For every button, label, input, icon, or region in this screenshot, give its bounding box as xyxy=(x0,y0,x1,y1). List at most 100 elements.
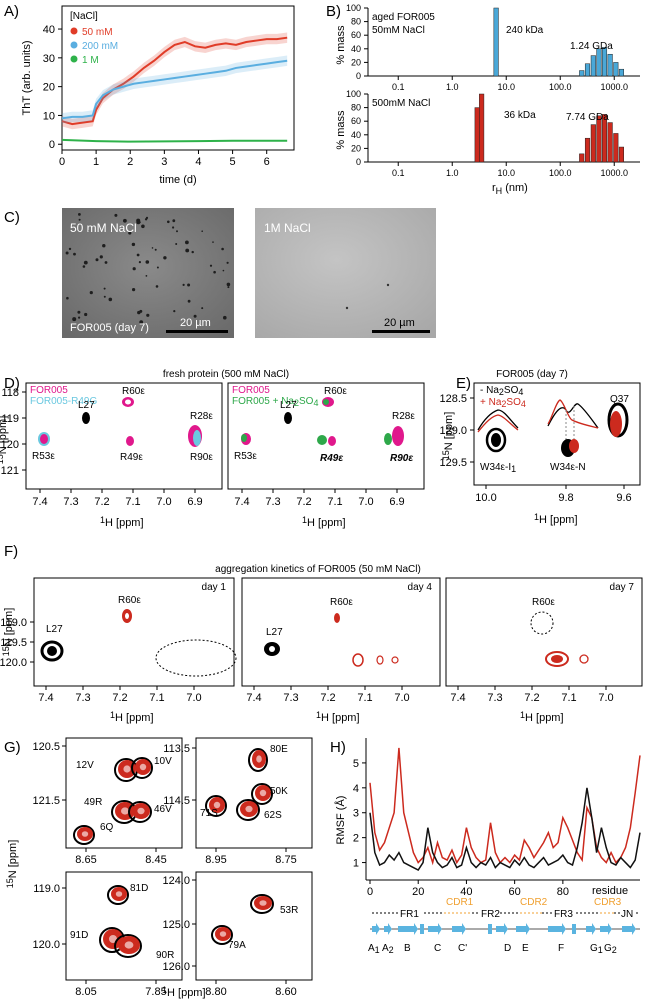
panel-label-e: E) xyxy=(456,375,471,392)
peak-contour-black xyxy=(251,783,273,805)
d-right-label-r60: R60ε xyxy=(324,386,347,397)
d-left-peaks xyxy=(38,397,202,447)
e-legend-plus: + Na2SO4 xyxy=(480,397,526,409)
f-ticks: 119.0 119.5 120.0 7.4 7.3 7.2 7.1 7.0 7.4 7.3 7.2 7… xyxy=(0,617,614,704)
particle xyxy=(95,258,99,262)
peak-contour-black xyxy=(107,885,129,905)
b-xtick-label: 10.0 xyxy=(497,82,515,92)
b-bottom-annot-1: 36 kDa xyxy=(504,110,536,121)
e-ytick-label: 129.5 xyxy=(439,457,467,469)
peak-r53 xyxy=(40,434,48,444)
peak-core xyxy=(124,941,134,949)
b-xtick-label: 10.0 xyxy=(497,168,515,178)
b-top-yticks: 0 20 40 60 80 100 xyxy=(346,3,368,81)
d-xtick-label: 7.3 xyxy=(265,496,280,508)
g3-label-81d: 81D xyxy=(130,883,148,894)
b-bar xyxy=(590,55,596,77)
e-trace-black-1 xyxy=(477,409,519,431)
b-ytick-label: 40 xyxy=(351,130,361,140)
b-bar xyxy=(601,47,608,77)
particle xyxy=(72,317,77,322)
peak-l27-core xyxy=(47,646,57,656)
b-bar xyxy=(613,62,619,77)
particle xyxy=(78,213,81,216)
e-trace-black-2 xyxy=(547,403,599,429)
g1-label-49r: 49R xyxy=(84,797,102,808)
e-xtick-label: 10.0 xyxy=(475,492,496,504)
f-xlabel-2: 1H [ppm] xyxy=(316,710,360,724)
e-ytick-label: 129.0 xyxy=(439,425,467,437)
b-bar xyxy=(584,137,591,163)
b-xtick-label: 1000.0 xyxy=(600,82,628,92)
g-peaks xyxy=(73,748,274,958)
d-xtick-label: 7.1 xyxy=(125,496,140,508)
particle xyxy=(138,261,141,264)
a-legend-title: [NaCl] xyxy=(70,11,98,22)
h-strands xyxy=(372,923,636,935)
d-ytick-label: 121 xyxy=(1,465,19,477)
d-left-frame xyxy=(25,382,223,490)
particle xyxy=(212,241,214,243)
b-xlabel: rH (nm) xyxy=(492,182,528,196)
d-xtick-label: 7.4 xyxy=(234,496,249,508)
particle xyxy=(123,218,127,223)
peak-l27 xyxy=(284,412,292,424)
h-series-line xyxy=(369,747,641,866)
peak-contour-black xyxy=(250,894,274,914)
a-frame xyxy=(61,5,295,151)
particle xyxy=(226,282,231,287)
particle xyxy=(167,220,170,224)
peak-r90-na2so4 xyxy=(384,433,392,445)
particle xyxy=(222,269,225,272)
b-ytick-label: 100 xyxy=(346,89,361,99)
h-ytick-label: 2 xyxy=(353,833,359,845)
d-xtick-label: 7.4 xyxy=(32,496,47,508)
particle xyxy=(145,260,150,264)
h-strand-arrow xyxy=(372,923,380,935)
g-xlabel: 1H [ppm] xyxy=(162,985,206,999)
particle xyxy=(102,244,106,248)
particle xyxy=(103,295,106,298)
d-label-r49: R49ε xyxy=(120,452,143,463)
peak-agg-1 xyxy=(545,651,569,667)
f-day7-peaks xyxy=(530,611,589,667)
particle xyxy=(136,253,140,257)
peak-contour-black xyxy=(248,748,268,772)
g-ytick-label: 124.0 xyxy=(162,875,190,887)
h-series-line xyxy=(369,787,641,872)
peak-core xyxy=(219,931,227,937)
h-axes xyxy=(365,738,640,881)
g2-label-71s: 71S xyxy=(200,808,218,819)
peak-core xyxy=(121,807,129,815)
h-xtick-label: 40 xyxy=(460,886,472,898)
peak-contour-black xyxy=(131,757,153,779)
panel-label-h: H) xyxy=(330,739,346,756)
d-title: fresh protein (500 mM NaCl) xyxy=(163,369,289,380)
peak-l27 xyxy=(40,640,64,662)
peak-r60-core xyxy=(125,399,131,405)
b-ytick-label: 60 xyxy=(351,30,361,40)
a-band-1 xyxy=(62,55,288,124)
d-ytick-label: 119 xyxy=(1,413,19,425)
peak-w34-i1 xyxy=(485,427,507,453)
a-ytick-label: 0 xyxy=(49,139,55,151)
d-xtick-label: 6.9 xyxy=(389,496,404,508)
particle xyxy=(226,261,229,264)
particle xyxy=(223,315,227,320)
particle xyxy=(345,306,349,310)
b-top-title: aged FOR005 xyxy=(372,12,435,23)
particle xyxy=(132,267,136,271)
f-title: aggregation kinetics of FOR005 (50 mM Na… xyxy=(215,564,421,575)
h-region-cdr2: CDR2 xyxy=(520,897,548,908)
h-region-fr3: FR3 xyxy=(554,909,573,920)
d-right-label-r53: R53ε xyxy=(234,451,257,462)
particle xyxy=(201,307,204,310)
b-top-bars xyxy=(493,7,624,77)
g2-label-80e: 80E xyxy=(270,744,288,755)
f-xtick-label: 7.2 xyxy=(524,692,539,704)
e-peaks xyxy=(485,402,629,457)
peak-core xyxy=(123,765,131,773)
f-ytick-label: 119.0 xyxy=(0,617,27,629)
c-left-scalebar xyxy=(166,330,228,333)
particle xyxy=(182,283,185,286)
